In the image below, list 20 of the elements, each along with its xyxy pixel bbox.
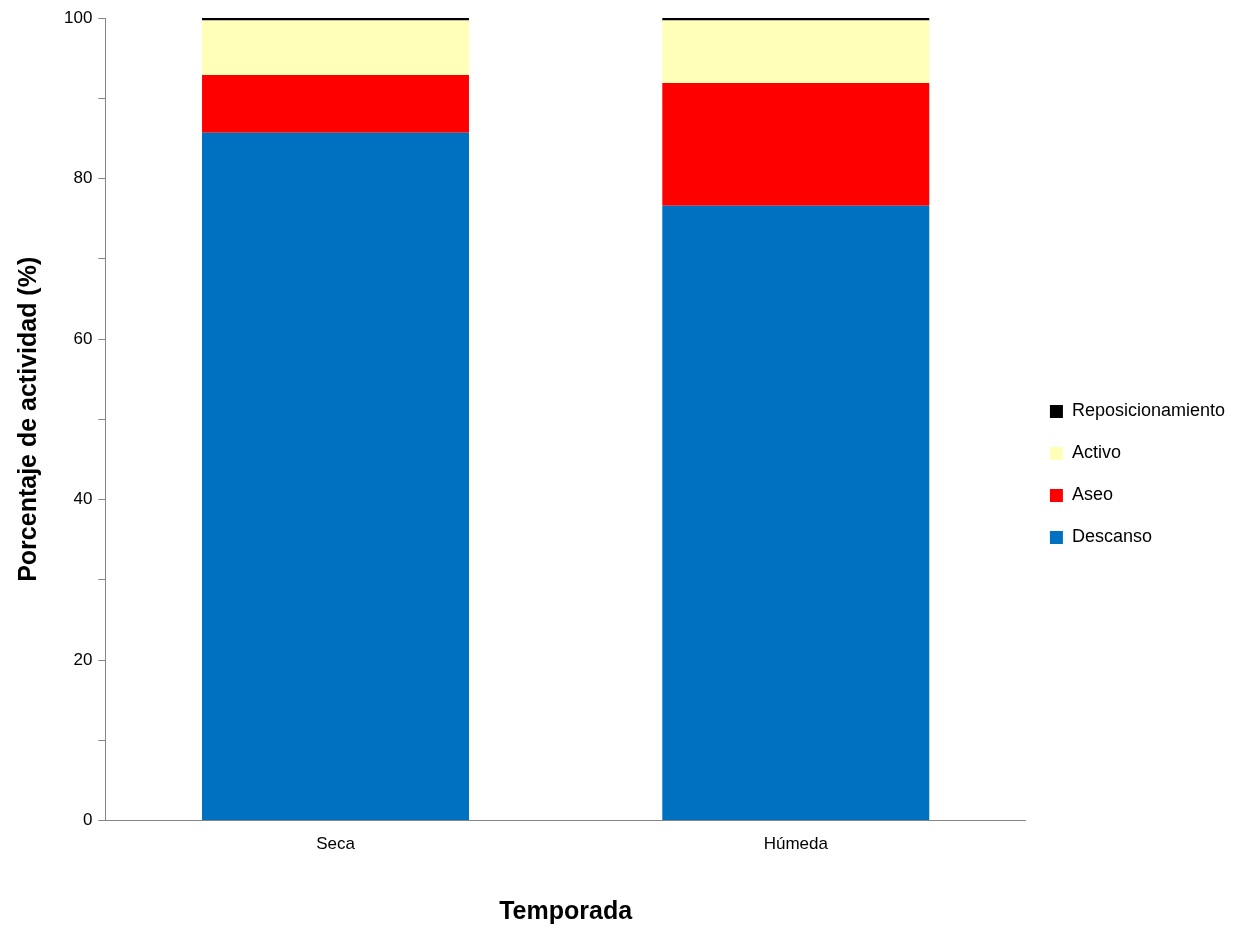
y-tick-label: 60 — [73, 328, 93, 348]
y-tick-label: 40 — [73, 489, 93, 509]
x-tick-label: Húmeda — [763, 834, 829, 854]
bar — [202, 74, 469, 133]
bar — [202, 132, 469, 821]
x-tick-label: Seca — [316, 834, 356, 854]
y-axis-title: Porcentaje de actividad (%) — [12, 256, 41, 582]
y-tick-label: 80 — [73, 168, 93, 188]
y-tick-label: 0 — [82, 810, 93, 830]
y-tick-label: 100 — [63, 7, 93, 27]
legend-label: Reposicionamiento — [1071, 400, 1226, 421]
y-tick-label: 20 — [73, 649, 93, 669]
x-axis-title: Temporada — [499, 895, 634, 924]
bar — [662, 205, 930, 821]
legend-label: Descanso — [1071, 526, 1152, 547]
legend-label: Aseo — [1071, 484, 1113, 505]
bar — [662, 20, 930, 84]
bar — [662, 83, 930, 206]
legend-label: Activo — [1071, 442, 1121, 463]
bar — [202, 20, 469, 75]
